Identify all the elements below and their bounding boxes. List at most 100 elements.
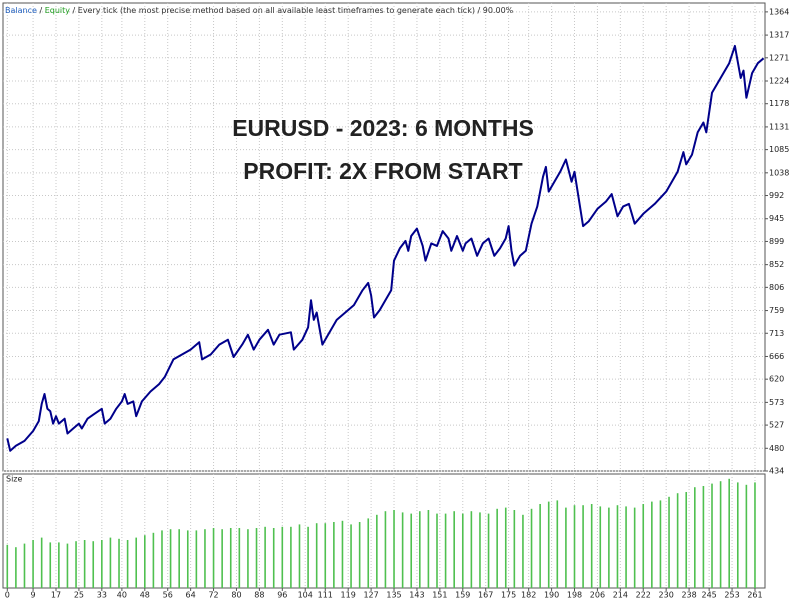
size-bar: [229, 528, 232, 588]
size-bar: [23, 543, 26, 588]
size-bar: [126, 540, 129, 588]
x-tick-label: 111: [318, 591, 333, 600]
x-tick-label: 261: [747, 591, 762, 600]
x-tick-label: 151: [432, 591, 447, 600]
size-bar: [565, 507, 567, 588]
size-bar: [513, 510, 516, 588]
size-bar: [625, 506, 627, 588]
y-tick-label: 620: [769, 375, 784, 384]
size-bar: [642, 504, 645, 588]
x-tick-label: 88: [254, 591, 264, 600]
y-tick-label: 527: [769, 421, 784, 430]
size-bar: [547, 501, 550, 588]
header-separator: /: [475, 6, 483, 15]
size-bar: [178, 529, 180, 588]
x-tick-label: 127: [363, 591, 378, 600]
x-tick-label: 96: [277, 591, 287, 600]
size-bar: [711, 483, 713, 588]
size-bar: [651, 501, 653, 588]
size-bar: [419, 511, 421, 588]
size-bar: [161, 530, 163, 588]
y-tick-label: 713: [769, 329, 784, 338]
y-tick-label: 759: [769, 306, 784, 315]
x-tick-label: 167: [478, 591, 493, 600]
x-tick-label: 253: [724, 591, 739, 600]
x-tick-label: 230: [659, 591, 674, 600]
size-bar: [685, 492, 688, 588]
x-tick-label: 9: [31, 591, 36, 600]
size-bar: [15, 547, 17, 588]
size-bar: [616, 505, 619, 588]
x-tick-label: 72: [208, 591, 218, 600]
size-bar: [694, 487, 696, 588]
x-tick-label: 64: [186, 591, 196, 600]
y-tick-label: 992: [769, 191, 784, 200]
x-tick-label: 48: [140, 591, 150, 600]
size-bar: [590, 504, 593, 588]
y-tick-label: 1038: [769, 168, 789, 177]
size-bar: [401, 512, 404, 588]
size-bar: [530, 508, 533, 588]
size-bar: [32, 540, 34, 588]
size-bar: [195, 530, 198, 588]
size-bar: [66, 543, 69, 588]
size-bar: [376, 514, 378, 588]
header-separator: /: [70, 6, 78, 15]
y-tick-label: 1317: [769, 31, 789, 40]
size-bar: [221, 529, 223, 588]
size-bar: [307, 526, 309, 588]
x-tick-label: 159: [455, 591, 470, 600]
size-bar: [479, 512, 481, 588]
size-bar: [608, 507, 610, 588]
x-tick-label: 25: [74, 591, 84, 600]
y-tick-label: 666: [769, 352, 784, 361]
size-bar: [333, 522, 335, 588]
y-tick-label: 434: [769, 467, 784, 476]
y-tick-label: 1131: [769, 122, 789, 131]
size-bar: [341, 520, 344, 588]
x-tick-label: 222: [636, 591, 651, 600]
size-bar: [461, 513, 464, 588]
size-bar: [453, 511, 455, 588]
x-tick-label: 33: [97, 591, 107, 600]
x-tick-label: 245: [701, 591, 716, 600]
size-bar: [290, 526, 292, 588]
size-bar: [169, 529, 172, 588]
x-tick-label: 206: [590, 591, 605, 600]
size-bar: [272, 528, 275, 588]
size-bar: [573, 505, 576, 588]
size-bar: [118, 538, 120, 588]
y-tick-label: 852: [769, 260, 784, 269]
annotation: PROFIT: 2X FROM START: [243, 158, 522, 184]
x-tick-label: 135: [386, 591, 401, 600]
size-bar: [487, 513, 490, 588]
size-bar: [247, 529, 249, 588]
size-bar: [745, 484, 748, 588]
x-tick-label: 182: [521, 591, 536, 600]
x-tick-label: 119: [341, 591, 356, 600]
y-tick-label: 945: [769, 214, 784, 223]
y-tick-label: 806: [769, 283, 784, 292]
x-tick-label: 198: [567, 591, 582, 600]
size-bar: [582, 505, 584, 588]
size-bar: [212, 528, 215, 588]
size-bar: [556, 500, 559, 588]
size-bar: [436, 513, 438, 588]
header-item: Equity: [45, 6, 71, 15]
size-bar: [92, 541, 95, 588]
x-tick-label: 17: [51, 591, 61, 600]
size-bar: [49, 542, 52, 588]
size-bar: [101, 540, 103, 588]
size-bar: [315, 523, 318, 588]
header-item: 90.00%: [483, 6, 514, 15]
size-bar: [186, 530, 189, 588]
size-bar: [504, 507, 507, 588]
y-tick-label: 899: [769, 237, 784, 246]
header: Balance / Equity / Every tick (the most …: [5, 6, 514, 15]
x-tick-label: 143: [409, 591, 424, 600]
x-tick-label: 56: [163, 591, 173, 600]
size-bar: [238, 528, 241, 588]
